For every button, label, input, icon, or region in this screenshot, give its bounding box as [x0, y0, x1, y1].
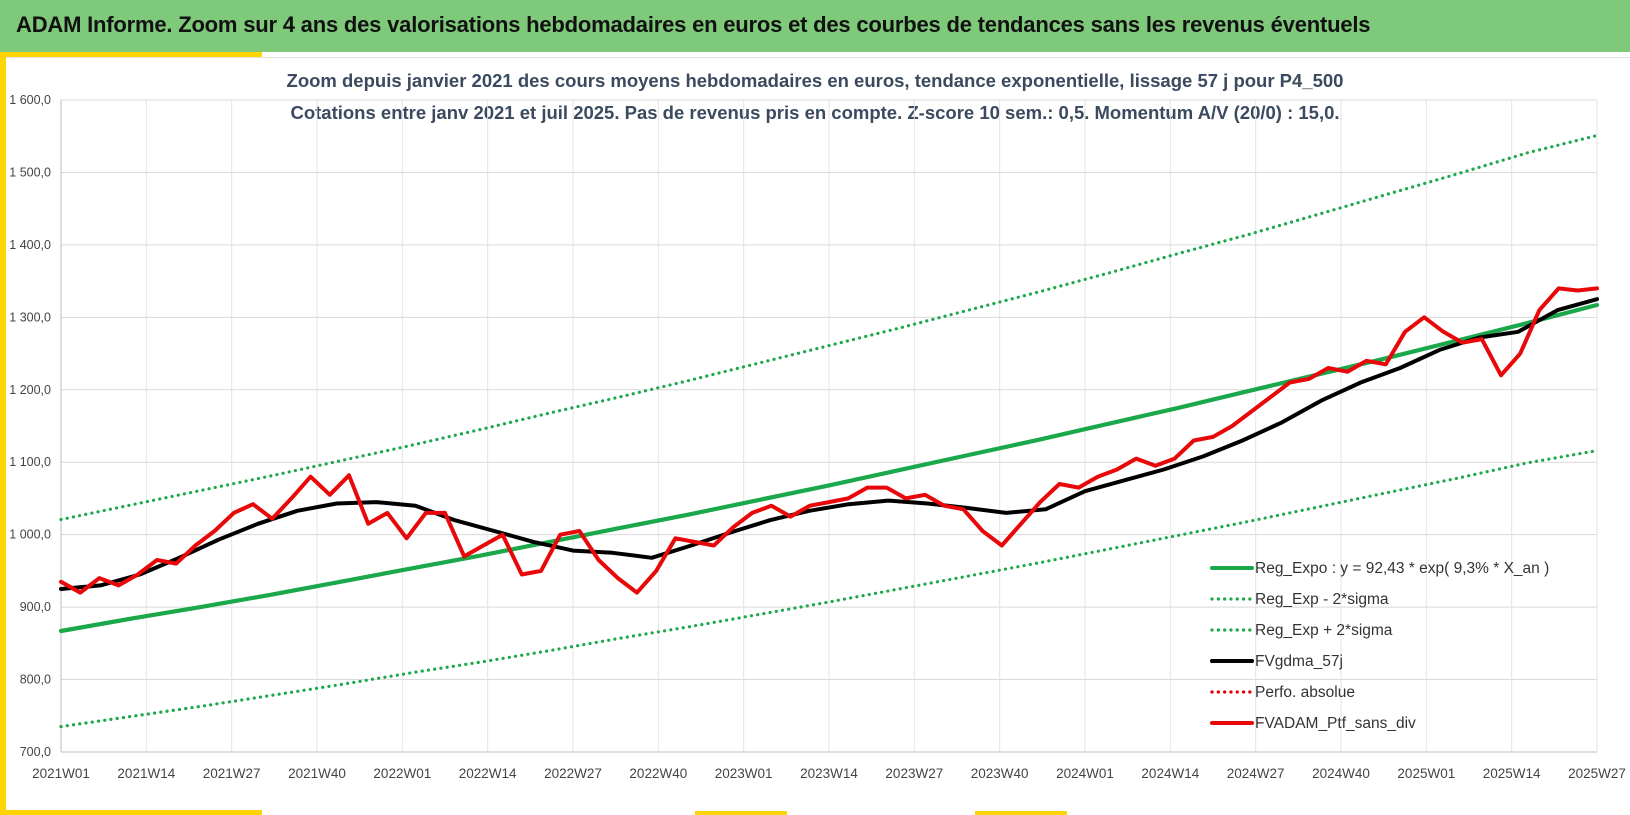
y-tick-label: 1 500,0	[9, 165, 51, 179]
legend-label: Reg_Exp - 2*sigma	[1255, 591, 1389, 608]
chart-subtitle: Cotations entre janv 2021 et juil 2025. …	[290, 102, 1340, 123]
legend-label: FVADAM_Ptf_sans_div	[1255, 715, 1416, 732]
y-tick-label: 1 100,0	[9, 455, 51, 469]
x-tick-label: 2025W14	[1483, 766, 1541, 781]
chart-title: Zoom depuis janvier 2021 des cours moyen…	[286, 70, 1344, 91]
accent-bar-bottom-mid-1	[695, 811, 787, 815]
accent-bar-bottom-left	[0, 810, 262, 815]
header-banner: ADAM Informe. Zoom sur 4 ans des valoris…	[0, 0, 1630, 52]
chart-frame	[6, 57, 1630, 810]
legend-label: Reg_Exp + 2*sigma	[1255, 622, 1393, 639]
x-tick-label: 2023W27	[885, 766, 943, 781]
page-title: ADAM Informe. Zoom sur 4 ans des valoris…	[16, 12, 1371, 37]
y-tick-label: 800,0	[20, 673, 51, 687]
series-line-1	[59, 449, 1599, 729]
legend-label: Perfo. absolue	[1255, 684, 1355, 701]
series-line-2	[59, 133, 1599, 522]
x-tick-label: 2023W14	[800, 766, 858, 781]
legend-label: FVgdma_57j	[1255, 653, 1343, 670]
accent-bar-left	[0, 52, 6, 815]
x-tick-label: 2024W14	[1141, 766, 1199, 781]
series-line-3	[59, 297, 1599, 591]
legend-label: Reg_Expo : y = 92,43 * exp( 9,3% * X_an …	[1255, 560, 1549, 577]
y-tick-label: 900,0	[20, 600, 51, 614]
x-tick-label: 2024W01	[1056, 766, 1114, 781]
x-tick-label: 2025W01	[1397, 766, 1455, 781]
y-tick-label: 1 400,0	[9, 238, 51, 252]
accent-bar-top-left	[0, 52, 262, 57]
y-tick-label: 1 300,0	[9, 310, 51, 324]
x-tick-label: 2025W27	[1568, 766, 1626, 781]
x-tick-label: 2021W01	[32, 766, 90, 781]
x-tick-label: 2021W14	[117, 766, 175, 781]
x-tick-label: 2021W27	[203, 766, 261, 781]
y-tick-label: 1 000,0	[9, 528, 51, 542]
x-tick-label: 2022W40	[629, 766, 687, 781]
x-tick-label: 2023W40	[971, 766, 1029, 781]
y-tick-label: 700,0	[20, 745, 51, 759]
x-tick-label: 2022W14	[459, 766, 517, 781]
y-tick-label: 1 600,0	[9, 93, 51, 107]
x-tick-label: 2022W01	[373, 766, 431, 781]
x-tick-label: 2022W27	[544, 766, 602, 781]
series-line-5	[59, 286, 1599, 595]
x-tick-label: 2024W40	[1312, 766, 1370, 781]
x-tick-label: 2023W01	[715, 766, 773, 781]
accent-bar-bottom-mid-2	[975, 811, 1067, 815]
x-tick-label: 2021W40	[288, 766, 346, 781]
y-tick-label: 1 200,0	[9, 383, 51, 397]
x-tick-label: 2024W27	[1227, 766, 1285, 781]
